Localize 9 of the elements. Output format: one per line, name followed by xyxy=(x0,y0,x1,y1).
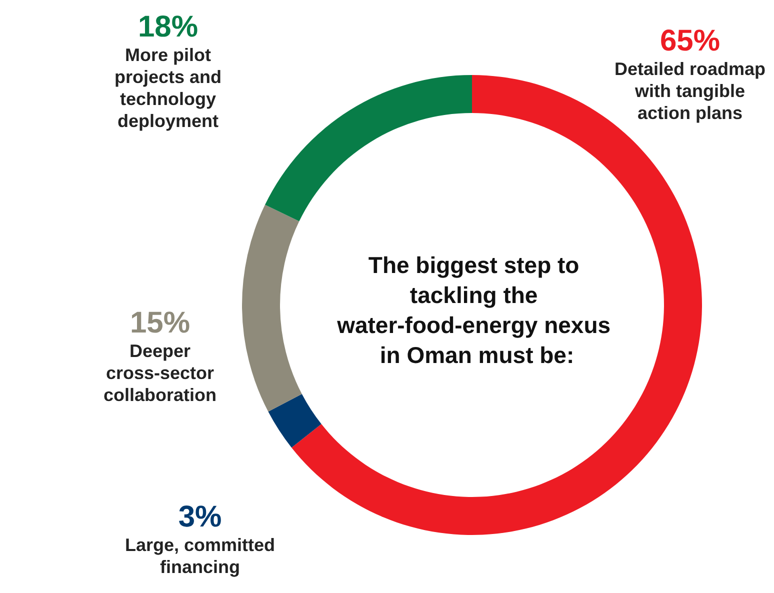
slice-label: Detailed roadmap with tangible action plans xyxy=(614,59,766,123)
data-label: 18% xyxy=(138,10,198,44)
data-label: 15% xyxy=(130,306,190,340)
slice-label: Deeper cross-sector collaboration xyxy=(103,341,217,405)
data-label: 3% xyxy=(178,500,222,534)
data-label: 65% xyxy=(660,24,720,58)
slice-label: Large, committed financing xyxy=(124,535,276,577)
slice-label: More pilot projects and technology deployment xyxy=(114,45,222,131)
text: The biggest step to tackling the water-food-energy nexus in Oman must be: xyxy=(336,252,617,368)
